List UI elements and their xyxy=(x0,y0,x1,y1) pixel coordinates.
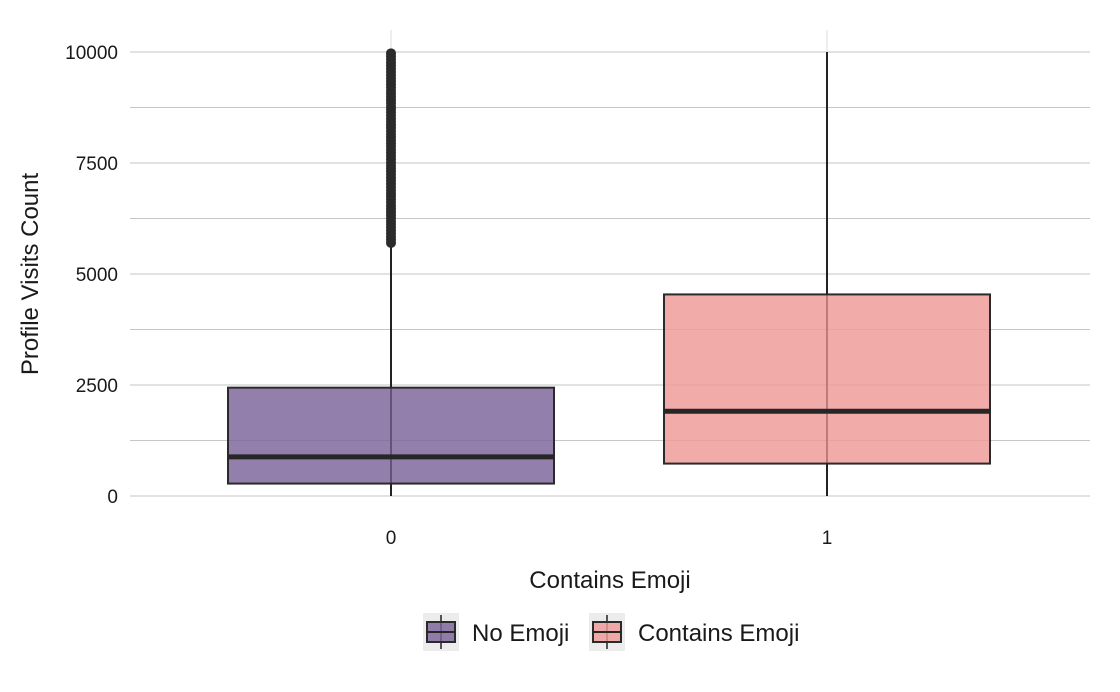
legend-item-0: No Emoji xyxy=(423,613,569,651)
y-tick-label: 5000 xyxy=(76,265,118,286)
legend: No Emoji Contains Emoji xyxy=(423,613,799,651)
boxes xyxy=(227,48,991,496)
legend-label: Contains Emoji xyxy=(638,620,799,647)
box-iqr xyxy=(663,293,991,465)
y-axis-title: Profile Visits Count xyxy=(17,173,44,376)
legend-label: No Emoji xyxy=(472,620,569,647)
box-0 xyxy=(227,48,555,496)
x-tick-label: 0 xyxy=(386,528,397,549)
box-1 xyxy=(663,52,991,496)
y-tick-label: 7500 xyxy=(76,154,118,175)
x-tick-label: 1 xyxy=(822,528,833,549)
y-axis-ticks: 0 2500 5000 7500 10000 xyxy=(65,43,118,508)
box-iqr xyxy=(227,386,555,485)
y-tick-label: 0 xyxy=(107,487,118,508)
y-tick-label: 2500 xyxy=(76,376,118,397)
legend-item-1: Contains Emoji xyxy=(589,613,799,651)
x-axis-title: Contains Emoji xyxy=(529,567,690,594)
outlier-point xyxy=(386,48,396,59)
y-tick-label: 10000 xyxy=(65,43,118,64)
